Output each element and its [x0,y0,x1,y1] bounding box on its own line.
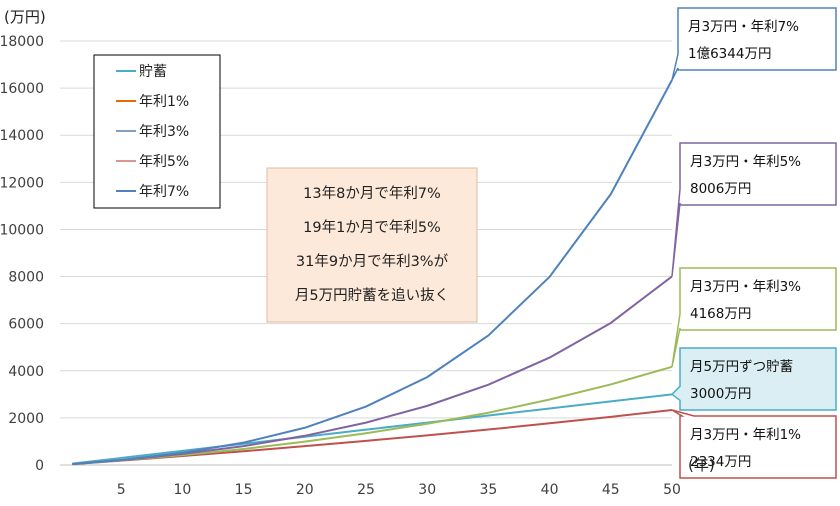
series-lines [72,79,673,466]
callout-box [670,347,837,411]
annotation-box: 13年8か月で年利7% 19年1か月で年利5% 31年9か月で年利3%が月5万円貯蓄… [266,167,478,323]
callout-box [671,7,837,81]
x-tick-label: 25 [357,482,375,498]
callout-title: 月3万円・年利3% [690,279,801,295]
series-line-貯蓄 [72,393,673,465]
y-tick-label: 14000 [0,128,44,144]
callout: 月3万円・年利1% 2334万円 [671,409,837,479]
callout-box [671,267,837,367]
callout-value: 8006万円 [690,181,751,197]
axes: 0 2000 4000 6000 8000 10000 12000 14000 16000 180… [0,34,681,498]
y-tick-label: 8000 [8,270,44,286]
callout-value: 2334万円 [690,454,751,470]
legend-label: 貯蓄 [139,64,167,80]
y-tick-label: 2000 [8,411,44,427]
callout-title: 月3万円・年利5% [690,154,801,170]
x-tick-label: 45 [602,482,620,498]
legend-label: 年利7% [139,184,189,200]
x-tick-label: 30 [418,482,436,498]
x-tick-label: 40 [541,482,559,498]
x-tick-label: 5 [117,482,126,498]
legend-box [93,54,221,209]
legend-label: 年利1% [139,94,189,110]
callout-box [671,142,837,277]
annotation-line: 13年8か月で年利7% [303,185,441,202]
x-tick-label: 35 [479,482,497,498]
callout-title: 月3万円・年利1% [690,427,801,443]
series-line-年利7% [72,79,673,466]
y-tick-label: 12000 [0,175,44,191]
annotation-line: 31年9か月で年利3%が [296,253,449,270]
x-tick-label: 10 [173,482,191,498]
y-tick-label: 4000 [8,364,44,380]
callout-value: 3000万円 [690,386,751,402]
annotation-line: 月5万円貯蓄を追い抜く [295,287,449,304]
y-tick-label: 18000 [0,34,44,50]
x-tick-label: 50 [663,482,681,498]
x-tick-label: 20 [296,482,314,498]
y-tick-label: 0 [35,458,44,474]
y-tick-label: 10000 [0,222,44,238]
callout: 月3万円・年利5% 8006万円 [671,142,837,277]
callout-title: 月5万円ずつ貯蓄 [690,359,793,375]
callout: 月3万円・年利7% 1億6344万円 [671,7,837,81]
series-line-年利3% [72,365,673,466]
x-tick-label: 15 [235,482,253,498]
callout-value: 1億6344万円 [688,46,771,62]
annotation-line: 19年1か月で年利5% [303,219,441,236]
y-tick-label: 16000 [0,81,44,97]
callout-value: 4168万円 [690,306,751,322]
x-axis-unit: (年) [688,456,715,474]
y-axis-unit: (万円) [4,8,46,26]
legend-label: 年利3% [139,124,189,140]
callout-box [671,409,837,479]
callout: 月3万円・年利3% 4168万円 [671,267,837,367]
callout-title: 月3万円・年利7% [688,19,799,35]
callout: 月5万円ずつ貯蓄 3000万円 [670,347,837,411]
legend-label: 年利5% [139,154,189,170]
y-tick-label: 6000 [8,317,44,333]
annotation-background [266,167,478,323]
